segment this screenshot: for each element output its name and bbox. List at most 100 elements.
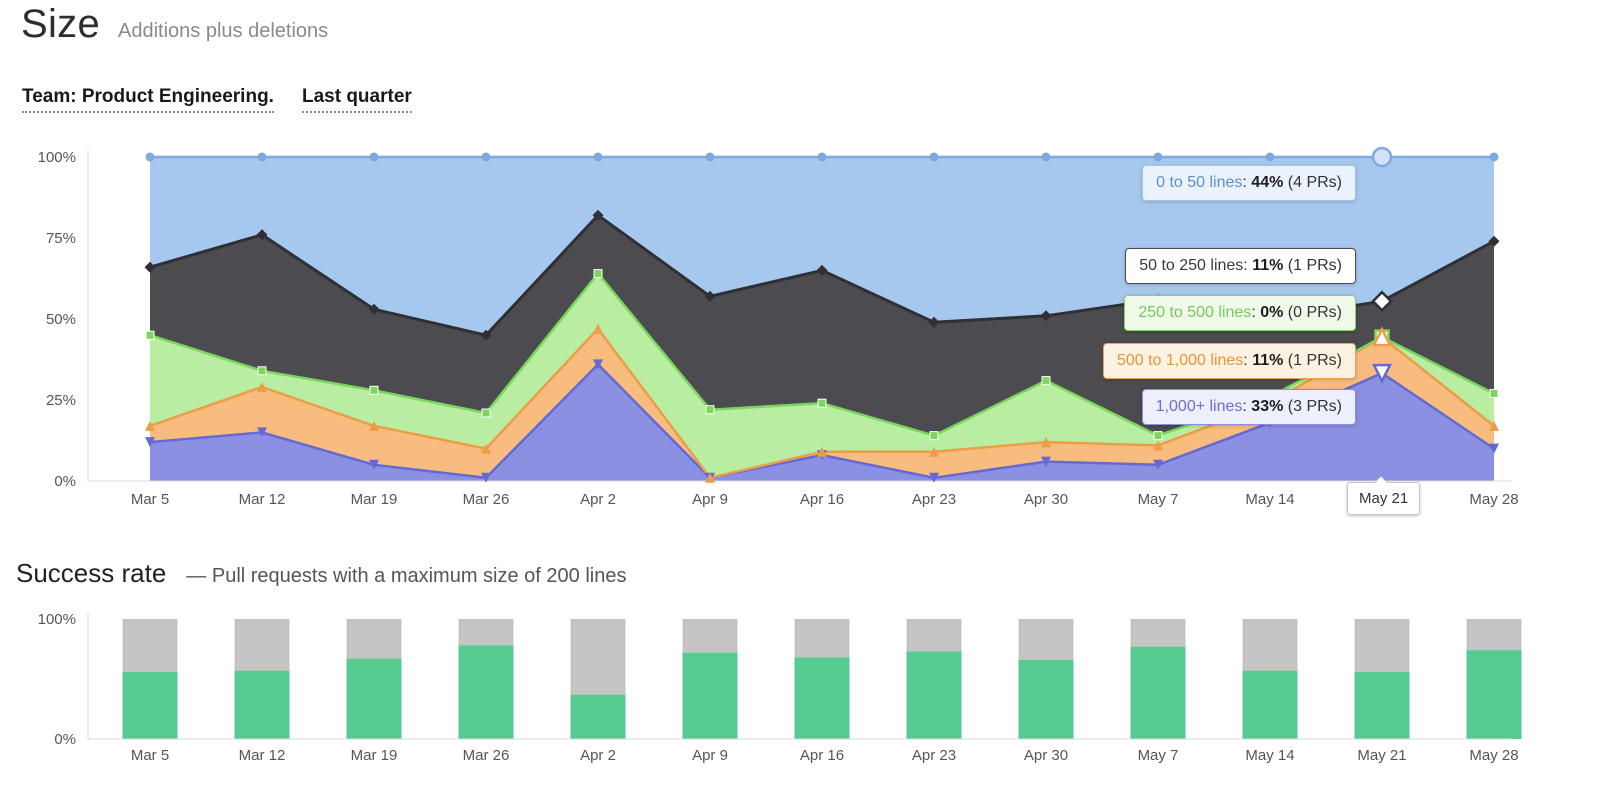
square-marker[interactable] (481, 408, 491, 418)
triangle-down-marker[interactable] (1371, 363, 1393, 384)
square-marker[interactable] (705, 405, 715, 415)
triangle-up-marker[interactable] (369, 420, 379, 431)
area-250-to-500-lines[interactable] (150, 273, 1494, 478)
triangle-down-marker[interactable] (481, 472, 491, 483)
x-tick-label: Apr 16 (800, 491, 844, 508)
diamond-marker[interactable] (1371, 290, 1393, 312)
triangle-up-marker[interactable] (257, 382, 267, 392)
tooltip-suffix: (1 PRs) (1283, 352, 1342, 369)
triangle-up-marker[interactable] (1371, 326, 1393, 347)
triangle-up-marker[interactable] (1041, 437, 1051, 448)
bar-success[interactable] (906, 651, 962, 739)
bar-remainder[interactable] (122, 619, 178, 672)
diamond-marker[interactable] (816, 264, 828, 276)
triangle-down-marker[interactable] (1153, 459, 1163, 470)
triangle-up-marker[interactable] (929, 446, 939, 457)
circle-marker[interactable] (705, 152, 715, 162)
triangle-up-marker[interactable] (817, 446, 827, 457)
tooltip-value: 44% (1251, 174, 1284, 191)
diamond-marker[interactable] (1040, 310, 1052, 322)
bar-success[interactable] (1242, 670, 1298, 739)
square-marker[interactable] (1489, 389, 1499, 398)
triangle-down-marker[interactable] (145, 437, 155, 448)
circle-marker[interactable] (817, 152, 827, 162)
triangle-down-marker[interactable] (1041, 456, 1051, 467)
triangle-up-marker[interactable] (705, 472, 715, 483)
bar-remainder[interactable] (794, 619, 850, 658)
circle-marker[interactable] (1489, 152, 1499, 162)
bar-success[interactable] (346, 658, 402, 739)
area-0-to-50-lines[interactable] (150, 157, 1494, 336)
team-filter[interactable]: Team: Product Engineering. (22, 86, 274, 113)
bar-remainder[interactable] (1130, 619, 1186, 647)
bar-remainder[interactable] (346, 619, 402, 659)
bar-remainder[interactable] (1354, 619, 1410, 672)
circle-marker[interactable] (1153, 152, 1163, 162)
bar-success[interactable] (682, 652, 738, 739)
bar-success[interactable] (570, 694, 626, 739)
square-marker[interactable] (257, 366, 267, 376)
square-marker[interactable] (369, 385, 379, 395)
size-chart-canvas[interactable]: 0% 25% 50% 75% 100% Mar 5 Mar 12 Mar 19 Mar 26 Ap… (0, 140, 1600, 532)
diamond-marker[interactable] (256, 229, 268, 241)
circle-marker[interactable] (1265, 152, 1275, 162)
period-filter[interactable]: Last quarter (301, 86, 412, 113)
diamond-marker[interactable] (480, 329, 492, 341)
circle-marker[interactable] (929, 152, 939, 162)
triangle-up-marker[interactable] (481, 443, 491, 454)
bar-remainder[interactable] (1466, 619, 1522, 651)
triangle-up-marker[interactable] (1489, 420, 1499, 431)
triangle-down-marker[interactable] (369, 459, 379, 470)
square-marker[interactable] (1041, 376, 1051, 386)
circle-marker[interactable] (257, 152, 267, 162)
bar-success[interactable] (1018, 659, 1074, 739)
triangle-down-marker[interactable] (593, 359, 603, 370)
success-rate-subtitle: — Pull requests with a maximum size of 2… (186, 565, 627, 587)
square-marker[interactable] (817, 398, 827, 408)
triangle-up-marker[interactable] (1153, 440, 1163, 451)
bar-remainder[interactable] (906, 619, 962, 652)
bar-success[interactable] (794, 657, 850, 739)
area-50-to-250-lines[interactable] (150, 215, 1494, 436)
circle-marker[interactable] (593, 152, 603, 162)
circle-marker[interactable] (1041, 152, 1051, 162)
bar-remainder[interactable] (458, 619, 514, 646)
bar-success[interactable] (234, 670, 290, 739)
x-tick-label: Mar 19 (351, 747, 398, 764)
bar-remainder[interactable] (234, 619, 290, 671)
diamond-marker[interactable] (144, 261, 156, 273)
bar-remainder[interactable] (570, 619, 626, 695)
size-section-header: Size Additions plus deletions (21, 2, 328, 47)
square-marker[interactable] (1153, 431, 1163, 441)
bar-remainder[interactable] (1242, 619, 1298, 671)
triangle-down-marker[interactable] (929, 472, 939, 483)
success-chart-canvas[interactable]: Mar 5 Mar 12 Mar 19 Mar 26 Apr 2 Apr 9 Apr 16 A… (0, 600, 1600, 790)
circle-marker[interactable] (369, 152, 379, 162)
square-marker[interactable] (593, 269, 603, 279)
bar-remainder[interactable] (1018, 619, 1074, 660)
triangle-down-marker[interactable] (1489, 443, 1499, 454)
bar-success[interactable] (458, 645, 514, 739)
diamond-marker[interactable] (928, 316, 940, 328)
circle-marker[interactable] (1371, 146, 1393, 168)
triangle-down-marker[interactable] (257, 427, 267, 438)
triangle-up-marker[interactable] (593, 323, 603, 334)
triangle-up-marker[interactable] (145, 420, 155, 431)
diamond-marker[interactable] (1488, 235, 1500, 247)
page-subtitle: Additions plus deletions (118, 20, 329, 42)
bar-success[interactable] (122, 671, 178, 739)
diamond-marker[interactable] (368, 303, 380, 315)
bar-remainder[interactable] (682, 619, 738, 653)
diamond-marker[interactable] (592, 209, 604, 221)
bar-success[interactable] (1466, 650, 1522, 739)
x-tick-label: Mar 26 (463, 491, 510, 508)
circle-marker[interactable] (145, 152, 155, 162)
bar-success[interactable] (1130, 646, 1186, 739)
tooltip-series-label: 250 to 500 lines (1138, 304, 1252, 321)
tooltip-series-label: 0 to 50 lines (1156, 174, 1243, 191)
diamond-marker[interactable] (704, 290, 716, 302)
square-marker[interactable] (929, 431, 939, 441)
square-marker[interactable] (145, 330, 155, 340)
bar-success[interactable] (1354, 671, 1410, 739)
circle-marker[interactable] (481, 152, 491, 162)
